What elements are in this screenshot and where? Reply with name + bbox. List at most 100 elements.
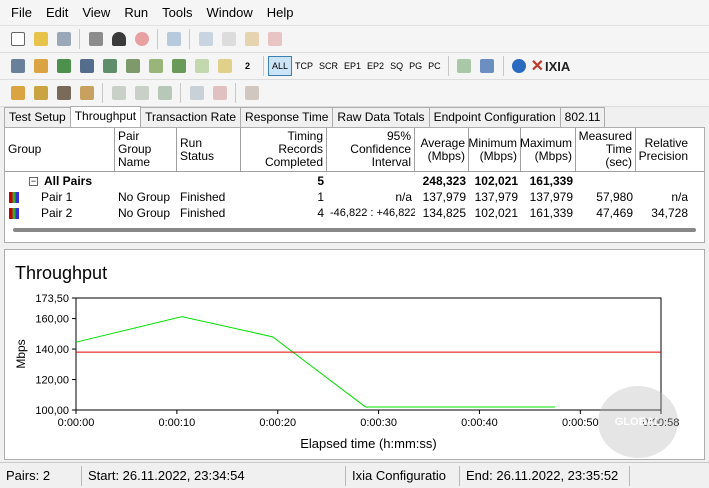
- device-icon[interactable]: [99, 56, 120, 77]
- tab-802-11[interactable]: 802.11: [559, 107, 606, 127]
- header-average[interactable]: Average (Mbps): [415, 128, 469, 171]
- pair-minimum: 137,979: [474, 190, 518, 204]
- y-axis-label: Mbps: [14, 339, 28, 368]
- header-maximum[interactable]: Maximum (Mbps): [520, 128, 576, 171]
- copy-icon[interactable]: [218, 29, 239, 50]
- header-minimum[interactable]: Minimum (Mbps): [468, 128, 521, 171]
- menu-tools[interactable]: Tools: [162, 5, 193, 20]
- tab-endpoint-configuration[interactable]: Endpoint Configuration: [428, 107, 561, 127]
- refresh-icon[interactable]: [163, 29, 184, 50]
- delete-icon[interactable]: [264, 29, 285, 50]
- grid-header: Group Pair Group Name Run Status Timing …: [5, 128, 704, 172]
- header-timing-records[interactable]: Timing Records Completed: [241, 128, 327, 171]
- chart-wizard-icon[interactable]: [53, 83, 74, 104]
- x-tick-label: 0:00:50: [562, 417, 599, 429]
- header-measured-time[interactable]: Measured Time (sec): [576, 128, 636, 171]
- multicast-icon[interactable]: [30, 56, 51, 77]
- paste-icon[interactable]: [241, 29, 262, 50]
- collapse-icon[interactable]: −: [29, 175, 38, 186]
- pair-status: Finished: [180, 190, 226, 204]
- horizontal-scrollbar[interactable]: [13, 228, 696, 232]
- filter-ep2-button[interactable]: EP2: [367, 61, 385, 71]
- table-row-all-pairs[interactable]: − All Pairs 5 248,323 102,021 161,339: [5, 173, 704, 189]
- layout-1-icon[interactable]: [108, 83, 129, 104]
- device-group-icon[interactable]: [122, 56, 143, 77]
- toolbar-separator: [447, 56, 449, 76]
- x-tick-label: 0:00:58: [643, 417, 680, 429]
- pair-wizard-icon[interactable]: [30, 83, 51, 104]
- save-results-icon[interactable]: [477, 56, 498, 77]
- header-relative-precision[interactable]: Relative Precision: [638, 135, 688, 163]
- tab-response-time[interactable]: Response Time: [240, 107, 334, 127]
- menu-help[interactable]: Help: [266, 5, 294, 20]
- print-icon[interactable]: [85, 29, 106, 50]
- info-icon[interactable]: [509, 56, 530, 77]
- menu-bar: File Edit View Run Tools Window Help: [0, 0, 709, 26]
- menu-edit[interactable]: Edit: [45, 5, 69, 20]
- chart-title: Throughput: [15, 263, 108, 283]
- throughput-chart-panel: Throughput 100,00 120,00 140,00 160,00 173,5…: [4, 249, 705, 460]
- tab-throughput[interactable]: Throughput: [69, 106, 142, 127]
- grid-icon[interactable]: [241, 83, 262, 104]
- header-pair-group-name[interactable]: Pair Group Name: [115, 128, 177, 171]
- layout-3-icon[interactable]: [154, 83, 175, 104]
- script-icon[interactable]: [168, 56, 189, 77]
- all-pairs-average: 248,323: [422, 174, 466, 188]
- cut-icon[interactable]: [195, 29, 216, 50]
- header-run-status[interactable]: Run Status: [177, 128, 241, 171]
- filter-ep1-button[interactable]: EP1: [344, 61, 362, 71]
- tab-transaction-rate[interactable]: Transaction Rate: [140, 107, 242, 127]
- wizard-icon[interactable]: [7, 83, 28, 104]
- layout-2-icon[interactable]: [131, 83, 152, 104]
- save-icon[interactable]: [53, 29, 74, 50]
- table-row[interactable]: Pair 1 No Group Finished 1 n/a 137,979 1…: [5, 189, 704, 205]
- ixia-logo-text: IXIA: [545, 58, 571, 74]
- header-group[interactable]: Group: [5, 128, 115, 171]
- tab-test-setup[interactable]: Test Setup: [4, 107, 71, 127]
- layout-5-icon[interactable]: [209, 83, 230, 104]
- menu-window[interactable]: Window: [206, 5, 253, 20]
- add-pair-icon[interactable]: [7, 56, 28, 77]
- filter-pc-button[interactable]: PC: [428, 61, 441, 71]
- pair-average: 134,825: [422, 206, 466, 220]
- filter-scr-button[interactable]: SCR: [319, 61, 339, 71]
- list-icon[interactable]: [191, 56, 212, 77]
- pair-name: Pair 2: [41, 206, 73, 220]
- menu-file[interactable]: File: [11, 5, 32, 20]
- watermark-logo: GLOBAL: [598, 386, 678, 458]
- stop-icon[interactable]: [131, 29, 152, 50]
- filter-all-button[interactable]: ALL: [268, 56, 293, 76]
- status-config: Ixia Configuratio: [346, 465, 460, 486]
- menu-run[interactable]: Run: [124, 5, 149, 20]
- edit-icon[interactable]: [145, 56, 166, 77]
- toolbar-separator: [189, 29, 190, 49]
- layout-4-icon[interactable]: [186, 83, 207, 104]
- toolbar-main: [0, 26, 709, 53]
- filter-sq-button[interactable]: SQ: [390, 61, 404, 71]
- tab-raw-data-totals[interactable]: Raw Data Totals: [332, 107, 430, 127]
- clipboard-icon[interactable]: [214, 56, 235, 77]
- filter-tcp-button[interactable]: TCP: [295, 61, 314, 71]
- toolbar-separator: [157, 29, 158, 49]
- open-folder-icon[interactable]: [30, 29, 51, 50]
- endpoint-icon[interactable]: [53, 56, 74, 77]
- network-icon[interactable]: [76, 56, 97, 77]
- results-tabs: Test Setup Throughput Transaction Rate R…: [4, 106, 606, 127]
- header-confidence-interval[interactable]: 95% Confidence Interval: [327, 128, 415, 171]
- pair-precision: n/a: [671, 190, 688, 204]
- status-end: End: 26.11.2022, 23:35:52: [460, 465, 630, 486]
- new-file-icon[interactable]: [7, 29, 28, 50]
- run-icon[interactable]: [108, 29, 129, 50]
- toolbar-separator: [263, 56, 264, 76]
- filter-pg-button[interactable]: PG: [409, 61, 423, 71]
- toolbar-separator: [180, 83, 181, 103]
- pair-maximum: 161,339: [529, 206, 573, 220]
- numbered-list-icon[interactable]: 2: [244, 61, 250, 71]
- results-icon[interactable]: [76, 83, 97, 104]
- throughput-chart: 100,00 120,00 140,00 160,00 173,50 0:00:00 0:0…: [14, 293, 680, 451]
- pair-chart-icon: [9, 191, 19, 203]
- export-icon[interactable]: [454, 56, 475, 77]
- status-bar: Pairs: 2 Start: 26.11.2022, 23:34:54 Ixi…: [0, 462, 709, 488]
- table-row[interactable]: Pair 2 No Group Finished 4 -46,822 : +46…: [5, 205, 704, 221]
- menu-view[interactable]: View: [82, 5, 111, 20]
